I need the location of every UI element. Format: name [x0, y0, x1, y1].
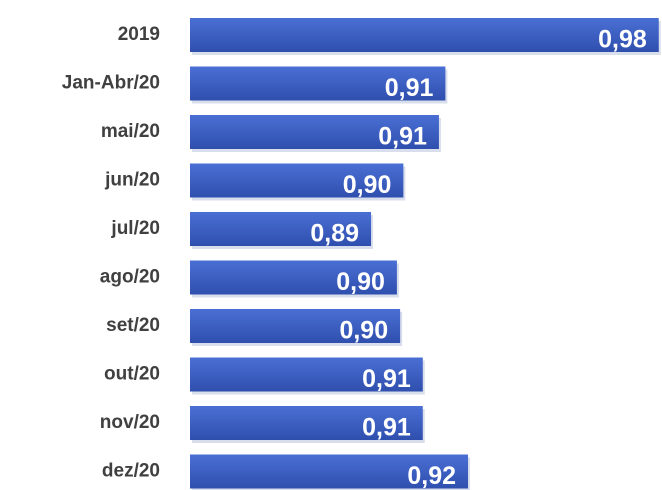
bar [190, 406, 423, 440]
bar [190, 309, 401, 343]
bar [190, 212, 372, 246]
category-label: set/20 [106, 315, 160, 336]
category-label: dez/20 [102, 461, 160, 482]
category-label: ago/20 [100, 267, 160, 288]
value-label: 0,90 [343, 171, 392, 199]
value-label: 0,89 [310, 220, 359, 248]
category-label: 2019 [118, 24, 160, 45]
value-label: 0,91 [362, 414, 411, 442]
value-label: 0,90 [339, 317, 388, 345]
bar [190, 66, 446, 101]
value-label: 0,91 [385, 74, 434, 102]
category-label: out/20 [104, 364, 160, 385]
value-label: 0,98 [598, 26, 647, 54]
category-label: nov/20 [100, 412, 160, 433]
value-label: 0,91 [362, 365, 411, 393]
bar [190, 115, 439, 149]
value-label: 0,92 [407, 462, 456, 490]
category-label: jul/20 [110, 218, 160, 239]
bar [190, 357, 423, 392]
category-label: mai/20 [101, 121, 160, 142]
category-label: Jan-Abr/20 [62, 73, 160, 94]
bar [190, 260, 397, 295]
bar [190, 163, 404, 198]
bar [190, 454, 469, 489]
bar [190, 18, 659, 52]
category-label: jun/20 [104, 170, 160, 191]
value-label: 0,90 [336, 268, 385, 296]
value-label: 0,91 [378, 123, 427, 151]
